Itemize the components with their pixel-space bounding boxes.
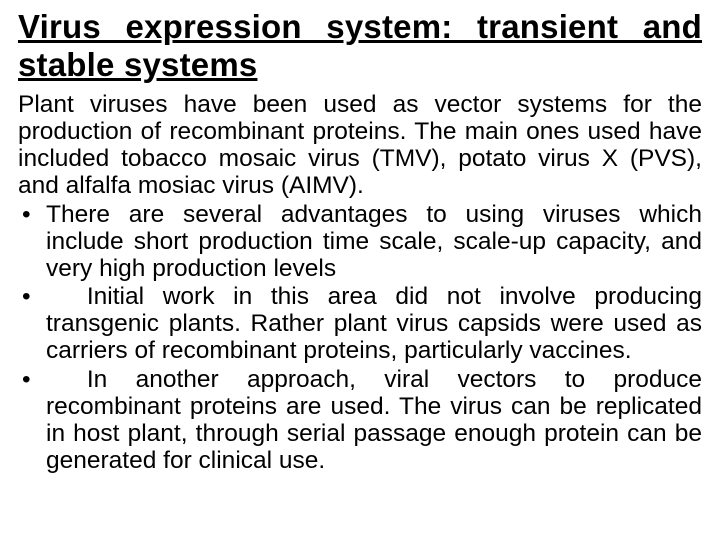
- intro-paragraph: Plant viruses have been used as vector s…: [18, 92, 702, 200]
- slide-title: Virus expression system: transient and s…: [18, 8, 702, 84]
- bullet-list: There are several advantages to using vi…: [18, 202, 702, 475]
- list-item: Initial work in this area did not involv…: [18, 284, 702, 365]
- list-item: In another approach, viral vectors to pr…: [18, 367, 702, 475]
- list-item: There are several advantages to using vi…: [18, 202, 702, 283]
